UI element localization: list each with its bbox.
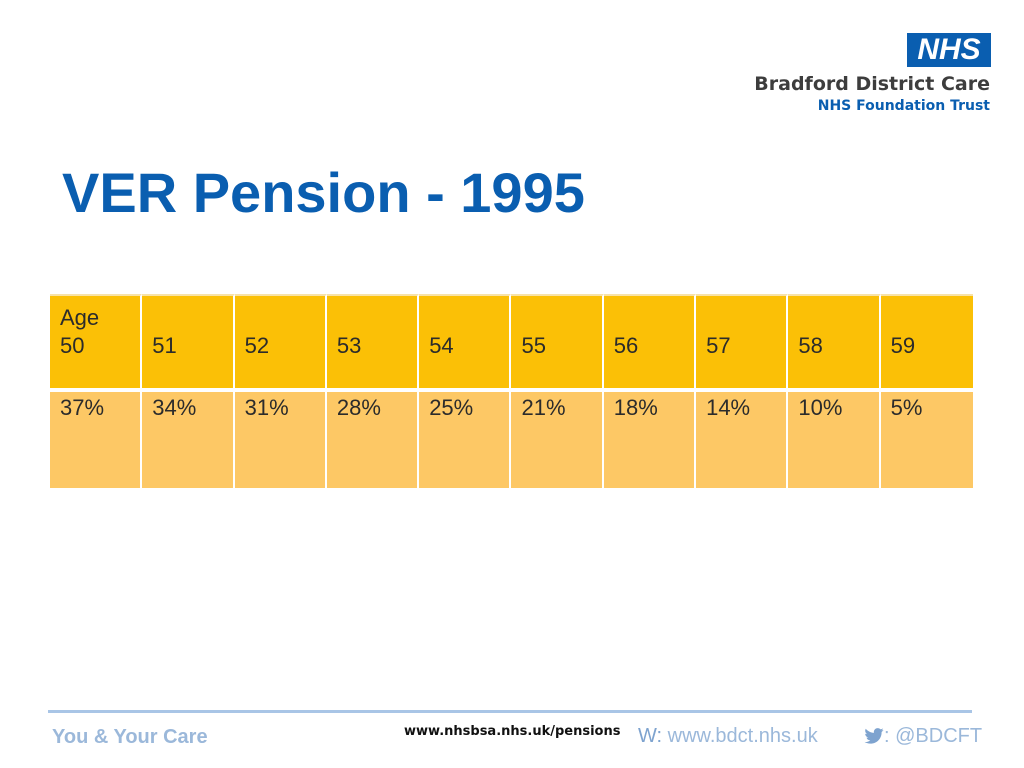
twitter-separator: :: [884, 725, 890, 747]
header-age-value: 50: [60, 333, 85, 358]
table-row: 37% 34% 31% 28% 25% 21% 18% 14% 10% 5%: [50, 392, 973, 488]
table-header-row: Age 50 51 52 53 54 55 56 57 58 59: [50, 294, 973, 392]
table-header-cell: 57: [696, 294, 789, 392]
slide-title: VER Pension - 1995: [62, 161, 585, 224]
table-header-cell: 56: [603, 294, 697, 392]
table-header-cell: 58: [788, 294, 881, 392]
org-name: Bradford District Care: [754, 73, 990, 95]
table-header-cell: 53: [326, 294, 420, 392]
table-cell: 10%: [788, 392, 881, 488]
table-header-cell: Age 50: [50, 294, 143, 392]
table-header-cell: 51: [142, 294, 235, 392]
twitter-bird-icon: [864, 728, 884, 744]
table-cell: 28%: [326, 392, 420, 488]
table-cell: 21%: [511, 392, 604, 488]
web-url[interactable]: www.bdct.nhs.uk: [667, 725, 818, 747]
table-header-cell: 59: [880, 294, 973, 392]
web-label: W:: [638, 725, 663, 747]
table-header-cell: 52: [234, 294, 327, 392]
table-cell: 37%: [50, 392, 143, 488]
table-cell: 18%: [603, 392, 697, 488]
footer-twitter[interactable]: : @BDCFT: [864, 725, 982, 748]
twitter-handle[interactable]: @BDCFT: [895, 725, 983, 747]
footer-tagline: You & Your Care: [52, 726, 208, 748]
table-cell: 31%: [234, 392, 327, 488]
org-subtitle: NHS Foundation Trust: [817, 98, 990, 114]
footer-pensions-link[interactable]: www.nhsbsa.nhs.uk/pensions: [404, 724, 621, 739]
header-age-label: Age: [60, 305, 100, 330]
pension-table: Age 50 51 52 53 54 55 56 57 58 59 37% 34…: [50, 294, 973, 488]
nhs-logo: NHS: [907, 33, 991, 67]
table-header-cell: 54: [419, 294, 512, 392]
table-cell: 5%: [880, 392, 973, 488]
footer-website[interactable]: W: www.bdct.nhs.uk: [638, 725, 818, 748]
footer-divider: [48, 710, 972, 713]
table-header-cell: 55: [511, 294, 604, 392]
table-cell: 14%: [696, 392, 789, 488]
table-cell: 25%: [419, 392, 512, 488]
table-cell: 34%: [142, 392, 235, 488]
